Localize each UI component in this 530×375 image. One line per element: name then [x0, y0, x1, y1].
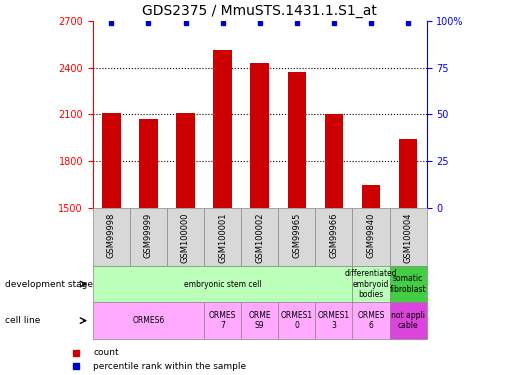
Bar: [390, 266, 427, 302]
Text: GSM99998: GSM99998: [107, 213, 116, 258]
Bar: [204, 208, 241, 266]
Text: GSM99965: GSM99965: [293, 213, 301, 258]
Bar: [241, 208, 278, 266]
Bar: [93, 266, 352, 302]
Bar: [352, 302, 390, 339]
Text: percentile rank within the sample: percentile rank within the sample: [93, 362, 246, 370]
Text: GSM99999: GSM99999: [144, 213, 153, 258]
Bar: [390, 302, 427, 339]
Bar: [213, 50, 232, 208]
Bar: [315, 208, 352, 266]
Bar: [315, 302, 352, 339]
Text: not appli
cable: not appli cable: [391, 311, 425, 330]
Text: GSM99966: GSM99966: [330, 213, 338, 258]
Text: ORMES1
3: ORMES1 3: [318, 311, 350, 330]
Text: GSM100004: GSM100004: [404, 213, 412, 263]
Bar: [250, 63, 269, 208]
Bar: [167, 208, 204, 266]
Bar: [287, 72, 306, 208]
Text: GSM99840: GSM99840: [367, 213, 375, 258]
Bar: [139, 119, 158, 208]
Text: count: count: [93, 348, 119, 357]
Bar: [278, 208, 315, 266]
Text: ORMES1
0: ORMES1 0: [281, 311, 313, 330]
Text: development stage: development stage: [5, 280, 93, 289]
Bar: [93, 208, 130, 266]
Text: GSM100000: GSM100000: [181, 213, 190, 263]
Text: somatic
fibroblast: somatic fibroblast: [390, 274, 427, 294]
Bar: [352, 208, 390, 266]
Bar: [241, 302, 278, 339]
Bar: [324, 114, 343, 208]
Text: embryonic stem cell: embryonic stem cell: [184, 280, 261, 289]
Bar: [130, 208, 167, 266]
Text: cell line: cell line: [5, 316, 41, 325]
Bar: [102, 113, 121, 208]
Bar: [176, 113, 195, 208]
Bar: [361, 185, 380, 208]
Text: ORMES
7: ORMES 7: [209, 311, 236, 330]
Text: ORMES
6: ORMES 6: [357, 311, 385, 330]
Text: ORMES6: ORMES6: [132, 316, 164, 325]
Bar: [390, 208, 427, 266]
Text: GSM100002: GSM100002: [255, 213, 264, 263]
Bar: [352, 266, 390, 302]
Title: GDS2375 / MmuSTS.1431.1.S1_at: GDS2375 / MmuSTS.1431.1.S1_at: [142, 4, 377, 18]
Bar: [399, 140, 418, 208]
Bar: [93, 302, 204, 339]
Bar: [278, 302, 315, 339]
Text: GSM100001: GSM100001: [218, 213, 227, 263]
Bar: [204, 302, 241, 339]
Text: ORME
S9: ORME S9: [249, 311, 271, 330]
Text: differentiated
embryoid
bodies: differentiated embryoid bodies: [344, 269, 398, 299]
